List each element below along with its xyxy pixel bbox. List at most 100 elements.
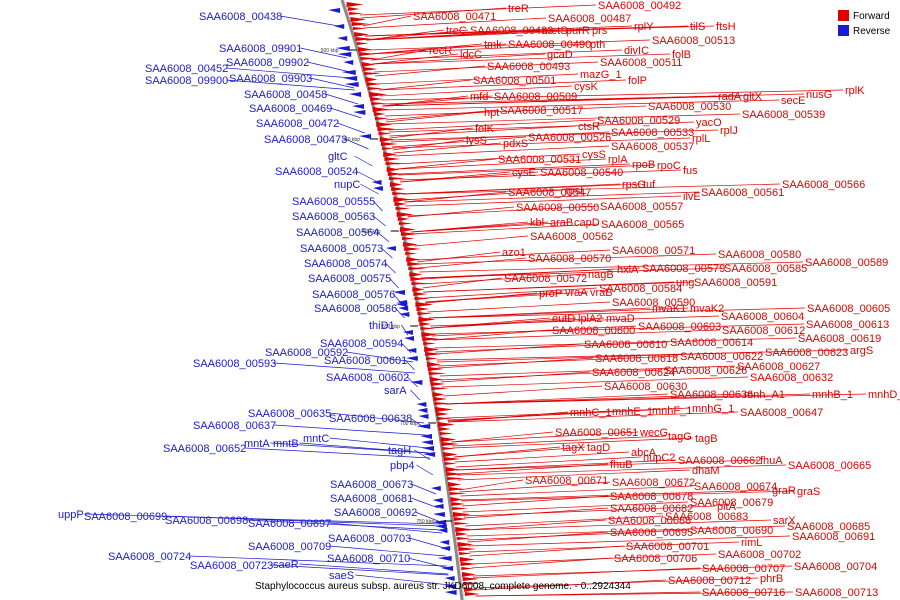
forward-gene-label-saa6008-00579[interactable]: SAA6008_00579 — [642, 263, 725, 275]
forward-gene-label-recr[interactable]: recR — [429, 45, 452, 57]
reverse-gene-label-saa6008-00703[interactable]: SAA6008_00703 — [328, 533, 411, 545]
forward-gene-label-fus[interactable]: fus — [683, 165, 698, 177]
forward-gene-label-ftsh[interactable]: ftsH — [716, 21, 736, 33]
forward-gene-label-lpla2[interactable]: lplA2 — [578, 313, 602, 325]
forward-gene-label-rpla[interactable]: rplA — [608, 154, 628, 166]
forward-gene-label-rpsg[interactable]: rpsG — [622, 179, 646, 191]
forward-gene-label-mvad[interactable]: mvaD — [606, 313, 635, 325]
reverse-gene-label-saa6008-00592[interactable]: SAA6008_00592 — [265, 347, 348, 359]
forward-gene-label-saa6008-00604[interactable]: SAA6008_00604 — [721, 311, 804, 323]
forward-gene-label-grar[interactable]: graR — [772, 485, 796, 497]
forward-gene-label-pdxs[interactable]: pdxS — [503, 138, 528, 150]
reverse-gene-label-saa6008-00637[interactable]: SAA6008_00637 — [193, 420, 276, 432]
reverse-gene-label-saa6008-00698[interactable]: SAA6008_00698 — [165, 515, 248, 527]
reverse-gene-label-saa6008-00594[interactable]: SAA6008_00594 — [320, 338, 403, 350]
forward-gene-label-saa6008-00605[interactable]: SAA6008_00605 — [807, 303, 890, 315]
forward-gene-label-pth[interactable]: pth — [590, 39, 605, 51]
forward-gene-label-saa6008-00490[interactable]: SAA6008_00490 — [508, 39, 591, 51]
forward-gene-label-saa6008-00562[interactable]: SAA6008_00562 — [530, 231, 613, 243]
forward-gene-label-folb[interactable]: folB — [672, 49, 691, 61]
forward-gene-label-saa6008-00530[interactable]: SAA6008_00530 — [648, 101, 731, 113]
forward-gene-label-ldcc[interactable]: ldcC — [460, 49, 482, 61]
reverse-gene-label-sara[interactable]: sarA — [384, 385, 407, 397]
forward-gene-label-saa6008-00716[interactable]: SAA6008_00716 — [702, 587, 785, 599]
forward-gene-label-mnhg-1[interactable]: mnhG_1 — [692, 403, 734, 415]
forward-gene-label-saa6008-00589[interactable]: SAA6008_00589 — [805, 257, 888, 269]
reverse-gene-label-saa6008-00458[interactable]: SAA6008_00458 — [244, 89, 327, 101]
forward-gene-label-saa6008-00671[interactable]: SAA6008_00671 — [525, 475, 608, 487]
forward-gene-label-saa6008-00695[interactable]: SAA6008_00695 — [610, 527, 693, 539]
forward-gene-label-saa6008-00540[interactable]: SAA6008_00540 — [540, 167, 623, 179]
forward-gene-label-saa6008-00537[interactable]: SAA6008_00537 — [611, 141, 694, 153]
forward-gene-label-saa6008-00585[interactable]: SAA6008_00585 — [724, 263, 807, 275]
forward-gene-label-mfd[interactable]: mfd — [470, 91, 488, 103]
forward-gene-label-purr[interactable]: purR — [566, 25, 590, 37]
forward-gene-label-saa6008-00651[interactable]: SAA6008_00651 — [555, 427, 638, 439]
forward-gene-label-saa6008-00513[interactable]: SAA6008_00513 — [652, 35, 735, 47]
forward-gene-label-kbl[interactable]: kbl — [530, 217, 544, 229]
reverse-gene-label-saa6008-00452[interactable]: SAA6008_00452 — [145, 63, 228, 75]
forward-gene-label-saa6008-00501[interactable]: SAA6008_00501 — [473, 75, 556, 87]
reverse-gene-label-saa6008-00709[interactable]: SAA6008_00709 — [248, 541, 331, 553]
forward-gene-label-saa6008-00672[interactable]: SAA6008_00672 — [612, 477, 695, 489]
forward-gene-label-saa6008-00550[interactable]: SAA6008_00550 — [516, 202, 599, 214]
forward-gene-label-saa6008-00610[interactable]: SAA6008_00610 — [584, 339, 667, 351]
forward-gene-label-saa6008-00561[interactable]: SAA6008_00561 — [701, 187, 784, 199]
forward-gene-label-rplj[interactable]: rplJ — [720, 125, 738, 137]
forward-gene-label-tagd[interactable]: tagD — [587, 442, 610, 454]
forward-gene-label-saa6008-00614[interactable]: SAA6008_00614 — [670, 337, 753, 349]
forward-gene-label-saa6008-00526[interactable]: SAA6008_00526 — [528, 132, 611, 144]
reverse-gene-label-saa6008-00652[interactable]: SAA6008_00652 — [163, 443, 246, 455]
forward-gene-label-ctsr[interactable]: ctsR — [578, 121, 600, 133]
forward-gene-label-saa6008-00483[interactable]: SAA6008_00483 — [470, 25, 553, 37]
forward-gene-label-saa6008-00679[interactable]: SAA6008_00679 — [690, 497, 773, 509]
forward-gene-label-saa6008-00622[interactable]: SAA6008_00622 — [680, 351, 763, 363]
forward-gene-label-gcad[interactable]: gcaD — [547, 49, 573, 61]
reverse-gene-label-saa6008-00710[interactable]: SAA6008_00710 — [327, 553, 410, 565]
reverse-gene-label-saa6008-00574[interactable]: SAA6008_00574 — [304, 258, 387, 270]
reverse-gene-label-thid1[interactable]: thiD1 — [369, 320, 395, 332]
forward-gene-label-rpob[interactable]: rpoB — [632, 159, 655, 171]
forward-gene-label-saa6008-00662[interactable]: SAA6008_00662 — [678, 455, 761, 467]
forward-gene-label-saa6008-00627[interactable]: SAA6008_00627 — [737, 361, 820, 373]
reverse-gene-label-saa6008-00586[interactable]: SAA6008_00586 — [314, 303, 397, 315]
forward-gene-label-rplk[interactable]: rplK — [845, 85, 865, 97]
forward-gene-label-saa6008-00707[interactable]: SAA6008_00707 — [702, 563, 785, 575]
reverse-gene-label-saa6008-09903[interactable]: SAA6008_09903 — [229, 73, 312, 85]
forward-gene-label-saa6008-00591[interactable]: SAA6008_00591 — [694, 277, 777, 289]
forward-gene-label-abca[interactable]: abcA — [631, 447, 657, 459]
forward-gene-label-tagg[interactable]: tagG — [668, 431, 692, 443]
forward-gene-label-sarx[interactable]: sarX — [773, 515, 796, 527]
forward-gene-label-saa6008-00571[interactable]: SAA6008_00571 — [612, 245, 695, 257]
forward-gene-label-eutd[interactable]: eutD — [552, 313, 575, 325]
reverse-gene-label-tagh[interactable]: tagH — [388, 445, 411, 457]
forward-gene-label-ilve[interactable]: ilvE — [683, 191, 701, 203]
forward-gene-label-saa6008-00636[interactable]: SAA6008_00636 — [670, 389, 753, 401]
reverse-gene-label-saa6008-09900[interactable]: SAA6008_09900 — [145, 75, 228, 87]
forward-gene-label-saa6008-00683[interactable]: SAA6008_00683 — [665, 511, 748, 523]
forward-gene-label-vraa[interactable]: vraA — [565, 287, 588, 299]
forward-gene-label-saa6008-00529[interactable]: SAA6008_00529 — [597, 115, 680, 127]
forward-gene-label-saa6008-00702[interactable]: SAA6008_00702 — [718, 549, 801, 561]
reverse-gene-label-uppp[interactable]: uppP — [58, 509, 84, 521]
forward-gene-label-saa6008-00533[interactable]: SAA6008_00533 — [611, 127, 694, 139]
forward-gene-label-rply[interactable]: rplY — [634, 21, 654, 33]
forward-gene-label-cysk[interactable]: cysK — [574, 81, 599, 93]
forward-gene-label-mvak1[interactable]: mvaK1 — [652, 303, 686, 315]
forward-gene-label-tmk[interactable]: tmk — [484, 39, 502, 51]
forward-gene-label-saa6008-00619[interactable]: SAA6008_00619 — [798, 333, 881, 345]
forward-gene-label-folp[interactable]: folP — [628, 75, 647, 87]
forward-gene-label-tuf[interactable]: tuf — [643, 179, 656, 191]
forward-gene-label-tagx[interactable]: tagX — [562, 442, 585, 454]
forward-gene-label-saa6008-00613[interactable]: SAA6008_00613 — [806, 319, 889, 331]
forward-gene-label-nusg[interactable]: nusG — [806, 89, 832, 101]
forward-gene-label-args[interactable]: argS — [850, 345, 873, 357]
reverse-gene-label-saa6008-00673[interactable]: SAA6008_00673 — [330, 479, 413, 491]
forward-gene-label-rpll[interactable]: rplL — [692, 133, 710, 145]
reverse-gene-label-saa6008-09902[interactable]: SAA6008_09902 — [226, 57, 309, 69]
forward-gene-label-mnh-a1[interactable]: mnh_A1 — [744, 389, 785, 401]
forward-gene-label-mets[interactable]: metS — [542, 25, 568, 37]
forward-gene-label-saa6008-00539[interactable]: SAA6008_00539 — [742, 109, 825, 121]
forward-gene-label-saa6008-00580[interactable]: SAA6008_00580 — [718, 249, 801, 261]
reverse-gene-label-saa6008-00692[interactable]: SAA6008_00692 — [334, 507, 417, 519]
